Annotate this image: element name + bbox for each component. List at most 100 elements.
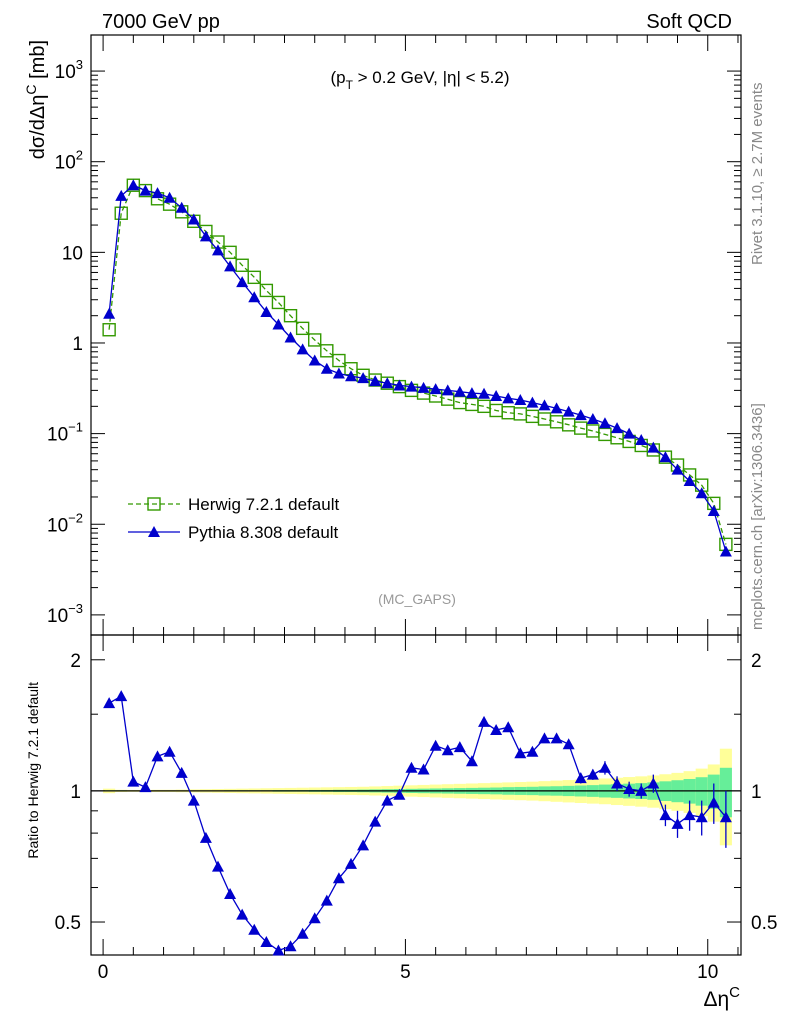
pythia-point: [623, 427, 636, 439]
ratio-point: [248, 923, 261, 935]
ratio-y-tick-label-right: 0.5: [751, 913, 777, 934]
cuts-annotation: (pT > 0.2 GeV, |η| < 5.2): [330, 68, 509, 92]
ratio-point: [308, 912, 321, 924]
ratio-point: [369, 815, 382, 827]
pythia-point: [719, 545, 732, 557]
pythia-point: [115, 189, 128, 201]
pythia-point: [296, 343, 309, 355]
pythia-point: [199, 230, 212, 242]
legend: Herwig 7.2.1 default Pythia 8.308 default: [128, 495, 339, 542]
pythia-point: [381, 377, 394, 389]
herwig-point: [102, 323, 116, 337]
herwig-point: [586, 424, 600, 438]
ratio-point: [417, 763, 430, 775]
pythia-point: [308, 354, 321, 366]
pythia-point: [175, 201, 188, 213]
main-series-layer: [102, 178, 733, 557]
ratio-y-axis-label: Ratio to Herwig 7.2.1 default: [25, 682, 41, 859]
pythia-point: [151, 187, 164, 199]
x-axis-label: ΔηC: [703, 984, 740, 1011]
herwig-point: [610, 431, 624, 445]
pythia-point: [127, 179, 140, 191]
legend-marker: [148, 526, 160, 537]
ratio-point: [199, 831, 212, 843]
main-frame: [90, 34, 742, 636]
ratio-point: [429, 739, 442, 751]
pythia-point: [103, 307, 116, 319]
herwig-point: [247, 270, 261, 285]
ratio-y-tick-label-right: 1: [751, 782, 762, 803]
ratio-point: [695, 811, 708, 823]
energy-label: 7000 GeV pp: [102, 11, 220, 33]
pythia-point: [671, 463, 684, 475]
ratio-point: [707, 796, 720, 808]
ratio-point: [598, 761, 611, 773]
pythia-point: [236, 276, 249, 288]
y-tick-label: 1: [72, 334, 83, 355]
ratio-point: [272, 944, 285, 956]
series-pythia: [103, 179, 732, 557]
pythia-point: [272, 318, 285, 330]
ratio-uncertainty-bands: [91, 748, 741, 846]
analysis-tag: (MC_GAPS): [378, 591, 456, 607]
series-herwig: [102, 178, 733, 552]
herwig-point: [259, 283, 274, 298]
main-panel: 10−3 10−2 10−1 1 10 102 103 dσ/dΔηC [mb] (pT >…: [23, 34, 742, 636]
pythia-point: [490, 390, 503, 402]
ratio-line: [108, 695, 727, 952]
pythia-point: [502, 392, 515, 404]
ratio-point: [659, 809, 672, 821]
pythia-point: [163, 191, 176, 203]
ratio-point: [405, 761, 418, 773]
x-tick-label: 10: [697, 962, 718, 983]
ratio-point: [211, 860, 224, 872]
y-tick-label: 102: [55, 148, 83, 174]
series-line: [108, 184, 727, 552]
x-tick-label: 5: [400, 962, 411, 983]
herwig-point: [114, 206, 128, 220]
ratio-point: [175, 766, 188, 778]
herwig-point: [320, 344, 334, 358]
ratio-point: [115, 690, 128, 702]
ratio-point: [586, 768, 599, 780]
ratio-point: [357, 839, 370, 851]
pythia-point: [224, 260, 237, 272]
ratio-panel: 0.5 0.5 1 1 2 2 0 5 10 Ratio to Herwig 7.2.1 def…: [25, 634, 777, 1011]
legend-marker: [147, 497, 161, 511]
pythia-point: [369, 375, 382, 387]
ratio-axis-ticks: 0.5 0.5 1 1 2 2 0 5 10: [55, 635, 777, 983]
herwig-point: [283, 308, 298, 323]
mcplots-reference-label: mcplots.cern.ch [arXiv:1306.3436]: [749, 403, 766, 630]
pythia-point: [465, 387, 478, 399]
ratio-point: [623, 783, 636, 795]
herwig-point: [525, 409, 540, 424]
ratio-point: [393, 788, 406, 800]
pythia-point: [611, 422, 624, 434]
pythia-point: [586, 412, 599, 424]
ratio-point: [381, 794, 394, 806]
herwig-point: [332, 353, 346, 368]
process-label: Soft QCD: [646, 11, 732, 33]
pythia-point: [707, 505, 720, 517]
pythia-point: [574, 409, 587, 421]
ratio-point: [260, 935, 273, 947]
ratio-point: [453, 741, 466, 753]
pythia-point: [320, 362, 333, 374]
ratio-point: [550, 732, 563, 744]
ratio-y-tick-label: 0.5: [55, 913, 81, 934]
pythia-point: [478, 387, 491, 399]
y-tick-label: 10−2: [47, 510, 83, 536]
ratio-point: [719, 811, 732, 823]
y-tick-label: 10: [62, 243, 83, 264]
herwig-point: [477, 399, 491, 414]
pythia-point: [187, 213, 200, 225]
ratio-point: [103, 697, 116, 709]
ratio-point: [465, 755, 478, 767]
pythia-point: [211, 244, 224, 256]
pythia-point: [139, 184, 152, 196]
herwig-point: [223, 245, 237, 260]
herwig-point: [295, 321, 310, 336]
pythia-point: [550, 402, 563, 414]
ratio-point: [151, 750, 164, 762]
